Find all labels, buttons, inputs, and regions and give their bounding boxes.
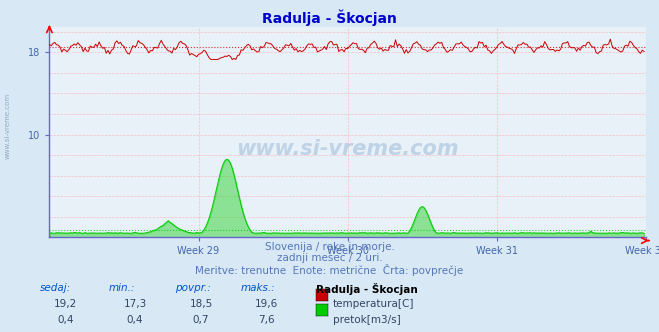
Text: Meritve: trenutne  Enote: metrične  Črta: povprečje: Meritve: trenutne Enote: metrične Črta: … [195, 264, 464, 276]
Text: temperatura[C]: temperatura[C] [333, 299, 415, 309]
Text: 19,6: 19,6 [255, 299, 279, 309]
Text: sedaj:: sedaj: [40, 283, 71, 293]
Text: 19,2: 19,2 [54, 299, 78, 309]
Text: 0,4: 0,4 [57, 315, 74, 325]
Text: 7,6: 7,6 [258, 315, 275, 325]
Text: Slovenija / reke in morje.: Slovenija / reke in morje. [264, 242, 395, 252]
Text: www.si-vreme.com: www.si-vreme.com [237, 139, 459, 159]
Text: www.si-vreme.com: www.si-vreme.com [5, 93, 11, 159]
Text: maks.:: maks.: [241, 283, 275, 293]
Text: 17,3: 17,3 [123, 299, 147, 309]
Text: 0,4: 0,4 [127, 315, 144, 325]
Text: Radulja - Škocjan: Radulja - Škocjan [316, 283, 418, 295]
Text: min.:: min.: [109, 283, 135, 293]
Text: 18,5: 18,5 [189, 299, 213, 309]
Text: pretok[m3/s]: pretok[m3/s] [333, 315, 401, 325]
Text: 0,7: 0,7 [192, 315, 210, 325]
Text: povpr.:: povpr.: [175, 283, 210, 293]
Text: Radulja - Škocjan: Radulja - Škocjan [262, 9, 397, 26]
Text: zadnji mesec / 2 uri.: zadnji mesec / 2 uri. [277, 253, 382, 263]
